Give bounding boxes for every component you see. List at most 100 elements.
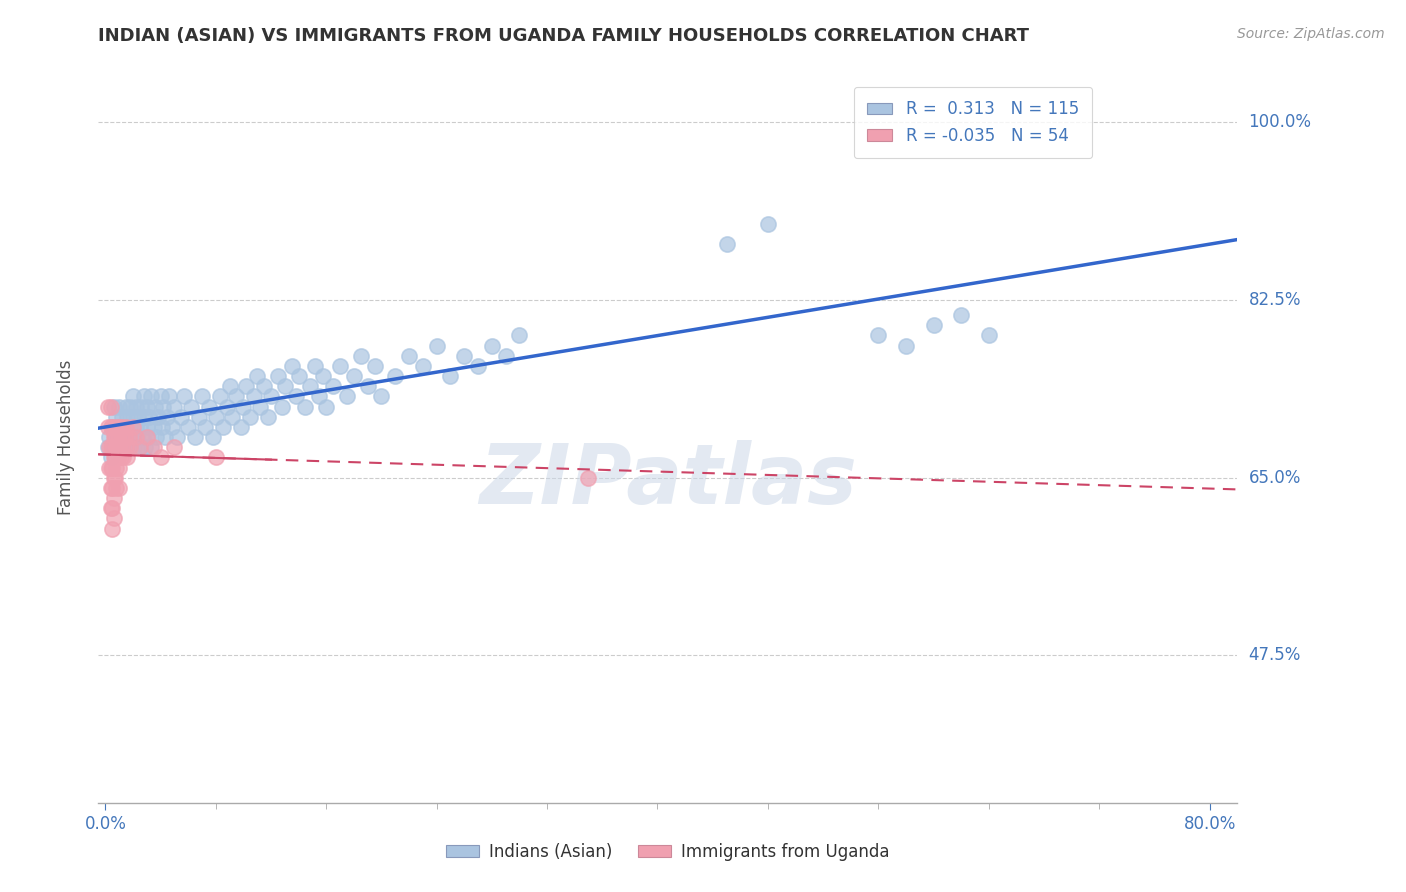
Point (142, 420, 165, 434)
Point (115, 420, 138, 434)
Point (115, 440, 138, 454)
Point (101, 481, 124, 495)
Point (108, 400, 131, 414)
Point (120, 420, 142, 434)
Point (104, 450, 127, 465)
Point (107, 440, 129, 454)
Point (134, 440, 156, 454)
Point (110, 430, 132, 444)
Point (108, 481, 131, 495)
Point (439, 369, 461, 384)
Point (115, 400, 138, 414)
Point (208, 389, 231, 403)
Point (194, 420, 217, 434)
Point (111, 420, 134, 434)
Point (453, 349, 475, 363)
Point (100, 440, 122, 454)
Point (98, 440, 121, 454)
Point (125, 430, 148, 444)
Point (112, 440, 135, 454)
Point (246, 369, 269, 384)
Point (260, 389, 283, 403)
Point (118, 430, 141, 444)
Point (363, 359, 385, 373)
Point (157, 389, 180, 403)
Point (107, 430, 129, 444)
Text: INDIAN (ASIAN) VS IMMIGRANTS FROM UGANDA FAMILY HOUSEHOLDS CORRELATION CHART: INDIAN (ASIAN) VS IMMIGRANTS FROM UGANDA… (98, 27, 1029, 45)
Point (122, 420, 145, 434)
Point (111, 440, 134, 454)
Point (103, 430, 125, 444)
Point (298, 379, 321, 393)
Point (103, 450, 125, 465)
Point (145, 430, 167, 444)
Point (128, 440, 150, 454)
Point (215, 400, 238, 414)
Point (118, 440, 141, 454)
Point (120, 400, 142, 414)
Point (135, 420, 157, 434)
Point (143, 400, 166, 414)
Point (343, 369, 366, 384)
Point (304, 359, 326, 373)
Point (100, 501, 122, 516)
Point (188, 409, 211, 424)
Point (163, 400, 186, 414)
Point (107, 450, 129, 465)
Point (204, 409, 226, 424)
Point (153, 430, 176, 444)
Point (146, 409, 169, 424)
Point (308, 389, 330, 403)
Point (105, 460, 128, 475)
Point (120, 440, 142, 454)
Point (218, 379, 240, 393)
Point (412, 359, 434, 373)
Point (950, 308, 973, 322)
Point (152, 400, 174, 414)
Point (101, 501, 124, 516)
Point (115, 430, 138, 444)
Point (166, 430, 188, 444)
Point (98, 460, 121, 475)
Point (173, 389, 195, 403)
Point (894, 338, 917, 352)
Point (271, 400, 294, 414)
Point (136, 430, 159, 444)
Point (132, 389, 155, 403)
Point (114, 430, 136, 444)
Point (105, 440, 128, 454)
Point (426, 338, 449, 352)
Point (329, 359, 352, 373)
Point (100, 400, 122, 414)
Point (100, 450, 122, 465)
Point (100, 460, 122, 475)
Text: 100.0%: 100.0% (1249, 113, 1312, 131)
Point (184, 430, 207, 444)
Point (139, 389, 162, 403)
Point (122, 409, 145, 424)
Point (191, 389, 214, 403)
Point (267, 369, 290, 384)
Point (239, 409, 262, 424)
Point (131, 430, 153, 444)
Point (105, 409, 128, 424)
Point (243, 389, 266, 403)
Point (211, 420, 233, 434)
Point (312, 369, 335, 384)
Point (110, 450, 132, 465)
Point (122, 389, 145, 403)
Point (128, 440, 150, 454)
Point (132, 409, 155, 424)
Point (495, 349, 517, 363)
Text: 65.0%: 65.0% (1249, 468, 1301, 487)
Point (100, 481, 122, 495)
Point (280, 359, 302, 373)
Point (135, 400, 157, 414)
Point (356, 379, 378, 393)
Point (125, 400, 148, 414)
Point (127, 409, 149, 424)
Point (111, 409, 134, 424)
Point (125, 430, 148, 444)
Point (716, 237, 738, 252)
Point (108, 420, 131, 434)
